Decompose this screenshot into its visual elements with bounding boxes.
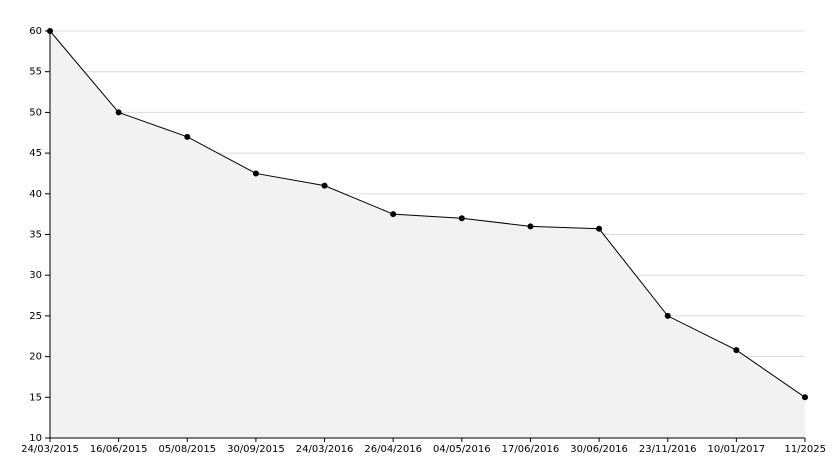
point [733,347,740,354]
line [49,30,806,398]
point [802,394,808,401]
x-tick-label: 17/06/2016 [502,444,560,455]
x-tick-label: 05/08/2015 [158,444,216,455]
x-tick-label: 30/06/2016 [570,444,628,455]
x-tick-label: 24/03/2016 [296,444,354,455]
y-tick-label: 25 [29,311,42,322]
x-tick-label: 26/04/2016 [364,444,422,455]
x-tick-label: 10/01/2017 [708,444,766,455]
point [184,133,191,140]
y-tick-label: 30 [29,270,42,281]
point [390,211,397,218]
x-tick-label: 24/03/2015 [21,444,79,455]
point [321,182,328,189]
point [458,215,465,222]
x-tick-label: 04/05/2016 [433,444,491,455]
y-tick-label: 35 [29,230,42,241]
point [252,170,259,177]
y-tick-label: 45 [29,148,42,159]
y-tick-label: 55 [29,67,42,78]
x-tick-label: 23/11/2016 [639,444,697,455]
y-tick-label: 60 [29,26,42,37]
point [596,225,603,232]
y-tick-label: 15 [29,392,42,403]
area [50,31,805,438]
x-tick-label: 30/09/2015 [227,444,285,455]
x-tick-label: 11/2025 [784,444,826,455]
y-tick-label: 40 [29,189,42,200]
point [664,312,671,319]
point [115,109,122,116]
x-tick-label: 16/06/2015 [90,444,148,455]
y-tick-label: 20 [29,352,42,363]
point [527,223,534,230]
y-tick-label: 10 [29,433,42,444]
y-tick-label: 50 [29,107,42,118]
